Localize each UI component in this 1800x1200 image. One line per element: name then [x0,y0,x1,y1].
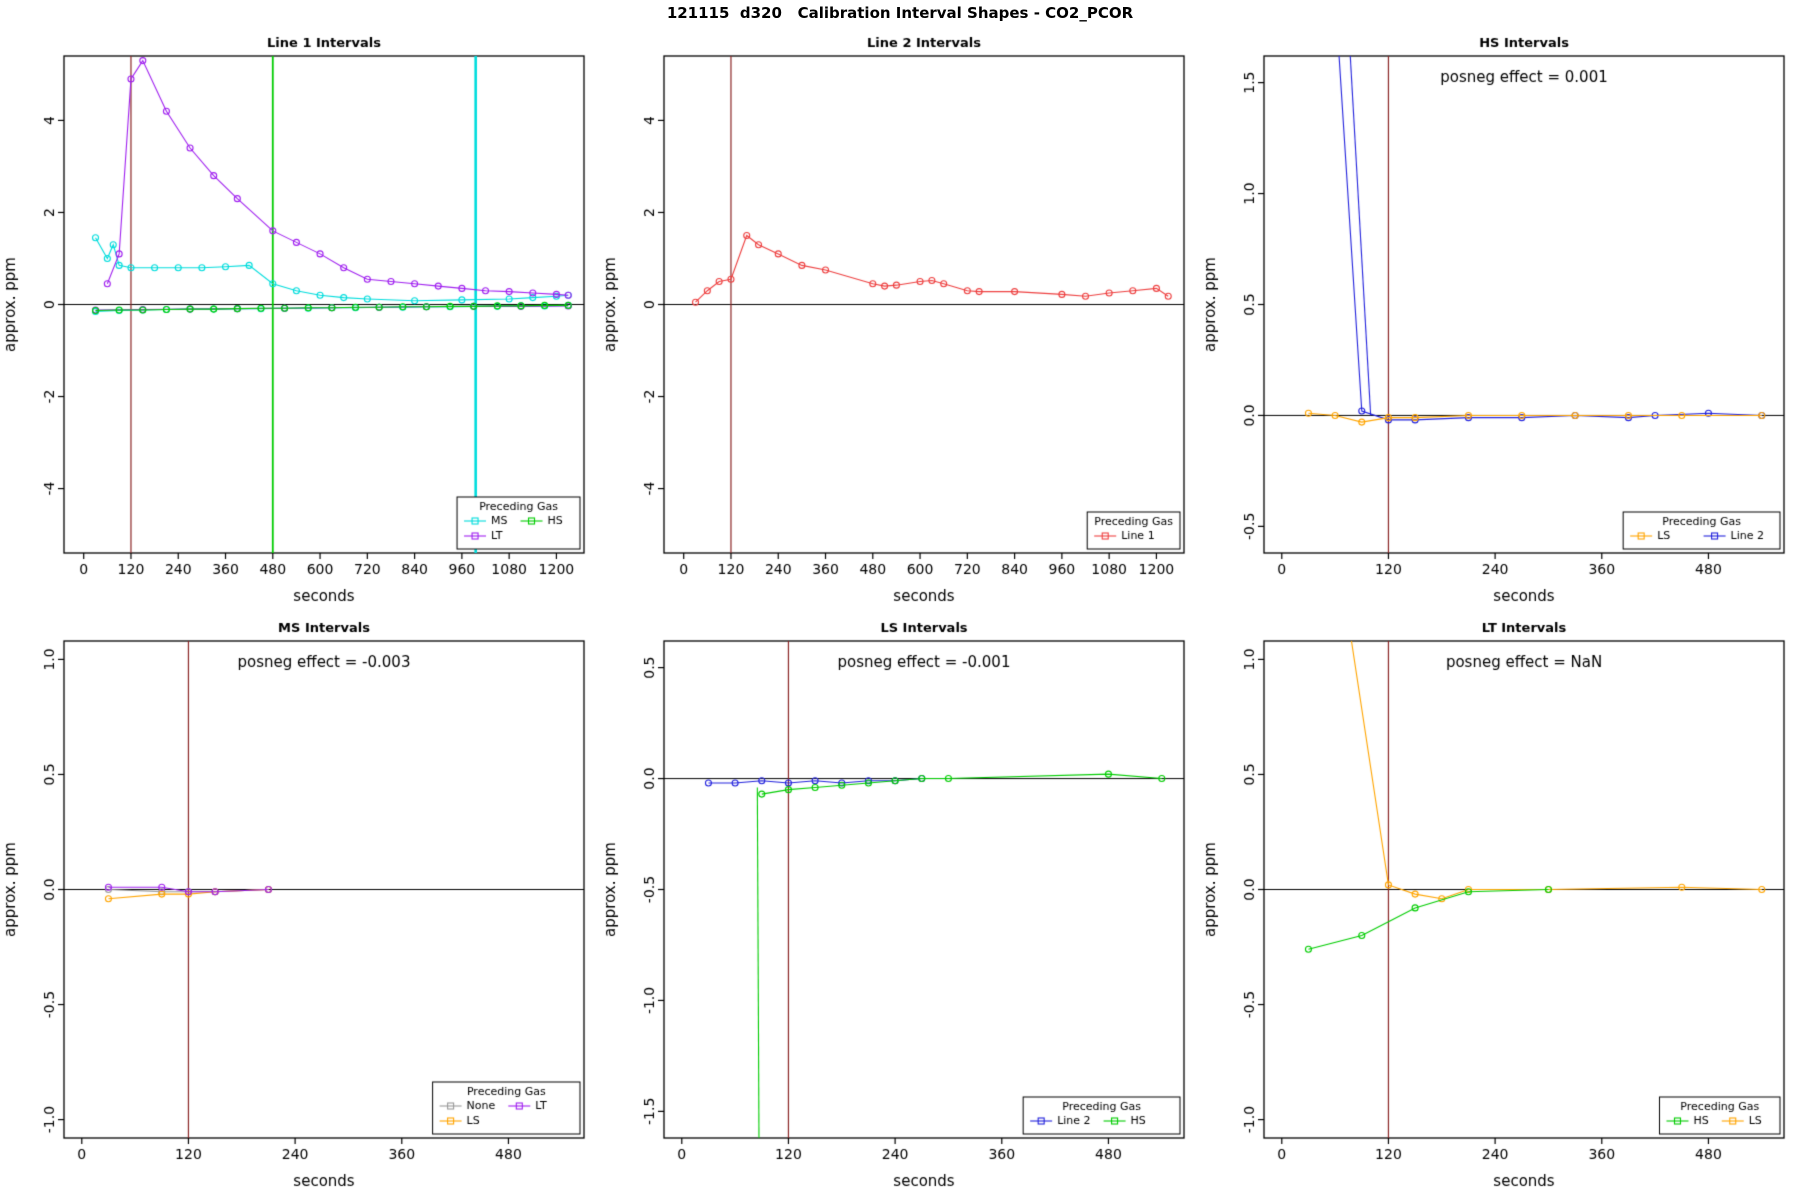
chart-line1-intervals [0,26,600,611]
chart-line2-intervals-canvas [600,26,1200,611]
chart-lt-intervals [1200,611,1800,1196]
chart-line2-intervals [600,26,1200,611]
chart-ls-intervals [600,611,1200,1196]
chart-ms-intervals-canvas [0,611,600,1196]
chart-hs-intervals-canvas [1200,26,1800,611]
chart-lt-intervals-canvas [1200,611,1800,1196]
chart-ms-intervals [0,611,600,1196]
chart-grid [0,26,1800,1196]
chart-line1-intervals-canvas [0,26,600,611]
chart-hs-intervals [1200,26,1800,611]
page-header: 121115 d320 Calibration Interval Shapes … [0,0,1800,26]
page-title: 121115 d320 Calibration Interval Shapes … [666,4,1134,22]
chart-ls-intervals-canvas [600,611,1200,1196]
